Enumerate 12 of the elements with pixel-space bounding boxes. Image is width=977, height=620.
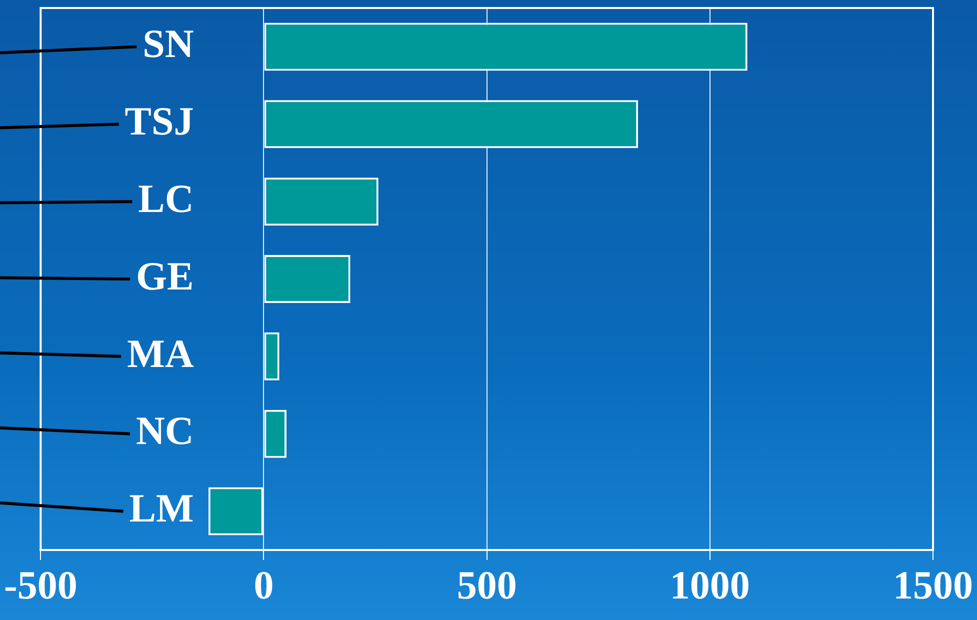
x-tick-label: -500 xyxy=(4,562,78,608)
x-tick-label: 1500 xyxy=(893,562,973,608)
x-tick-label: 500 xyxy=(456,562,517,608)
y-tick-label: LM xyxy=(129,486,194,531)
y-tick-label: GE xyxy=(136,253,194,298)
y-tick-label: NC xyxy=(136,408,194,454)
y-tick-label: TSJ xyxy=(124,98,194,144)
x-tick-label: 0 xyxy=(254,562,274,608)
y-tick-label: MA xyxy=(127,330,194,376)
y-tick-label: SN xyxy=(142,21,194,66)
x-tick-label: 1000 xyxy=(670,562,750,608)
y-tick-label: LC xyxy=(138,176,194,221)
